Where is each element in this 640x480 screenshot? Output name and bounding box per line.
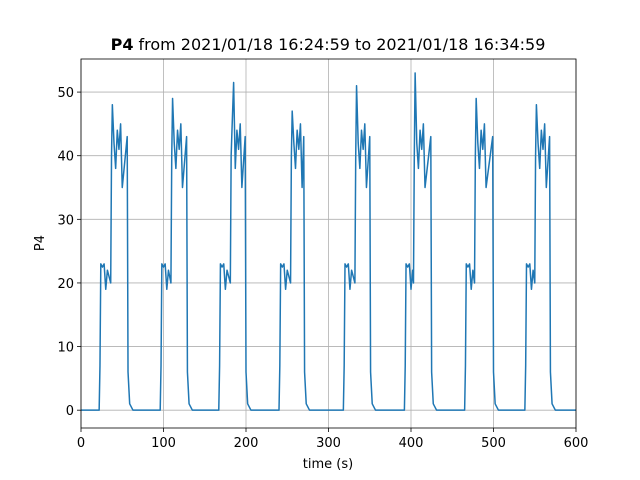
x-tick-label: 200	[234, 436, 259, 451]
y-axis-label: P4	[33, 235, 48, 251]
x-tick-label: 400	[399, 436, 424, 451]
title-rest: from 2021/01/18 16:24:59 to 2021/01/18 1…	[138, 35, 545, 54]
y-tick-label: 30	[57, 213, 74, 228]
x-tick-label: 0	[77, 436, 85, 451]
y-tick-label: 20	[57, 277, 74, 292]
x-tick-label: 600	[564, 436, 589, 451]
y-tick-label: 40	[57, 150, 74, 165]
y-tick-label: 50	[57, 86, 74, 101]
y-tick-label: 10	[57, 341, 74, 356]
x-axis-label: time (s)	[303, 457, 353, 472]
chart-title: P4 from 2021/01/18 16:24:59 to 2021/01/18…	[111, 35, 546, 54]
data-line	[81, 72, 576, 411]
y-tick-label: 0	[66, 404, 74, 419]
x-tick-label: 500	[481, 436, 506, 451]
x-tick-label: 100	[151, 436, 176, 451]
x-tick-label: 300	[316, 436, 341, 451]
title-bold: P4	[111, 35, 134, 54]
plot-frame	[80, 58, 577, 429]
